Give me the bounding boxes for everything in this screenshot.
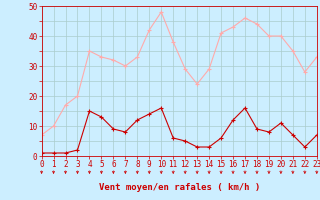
X-axis label: Vent moyen/en rafales ( km/h ): Vent moyen/en rafales ( km/h ) [99,183,260,192]
